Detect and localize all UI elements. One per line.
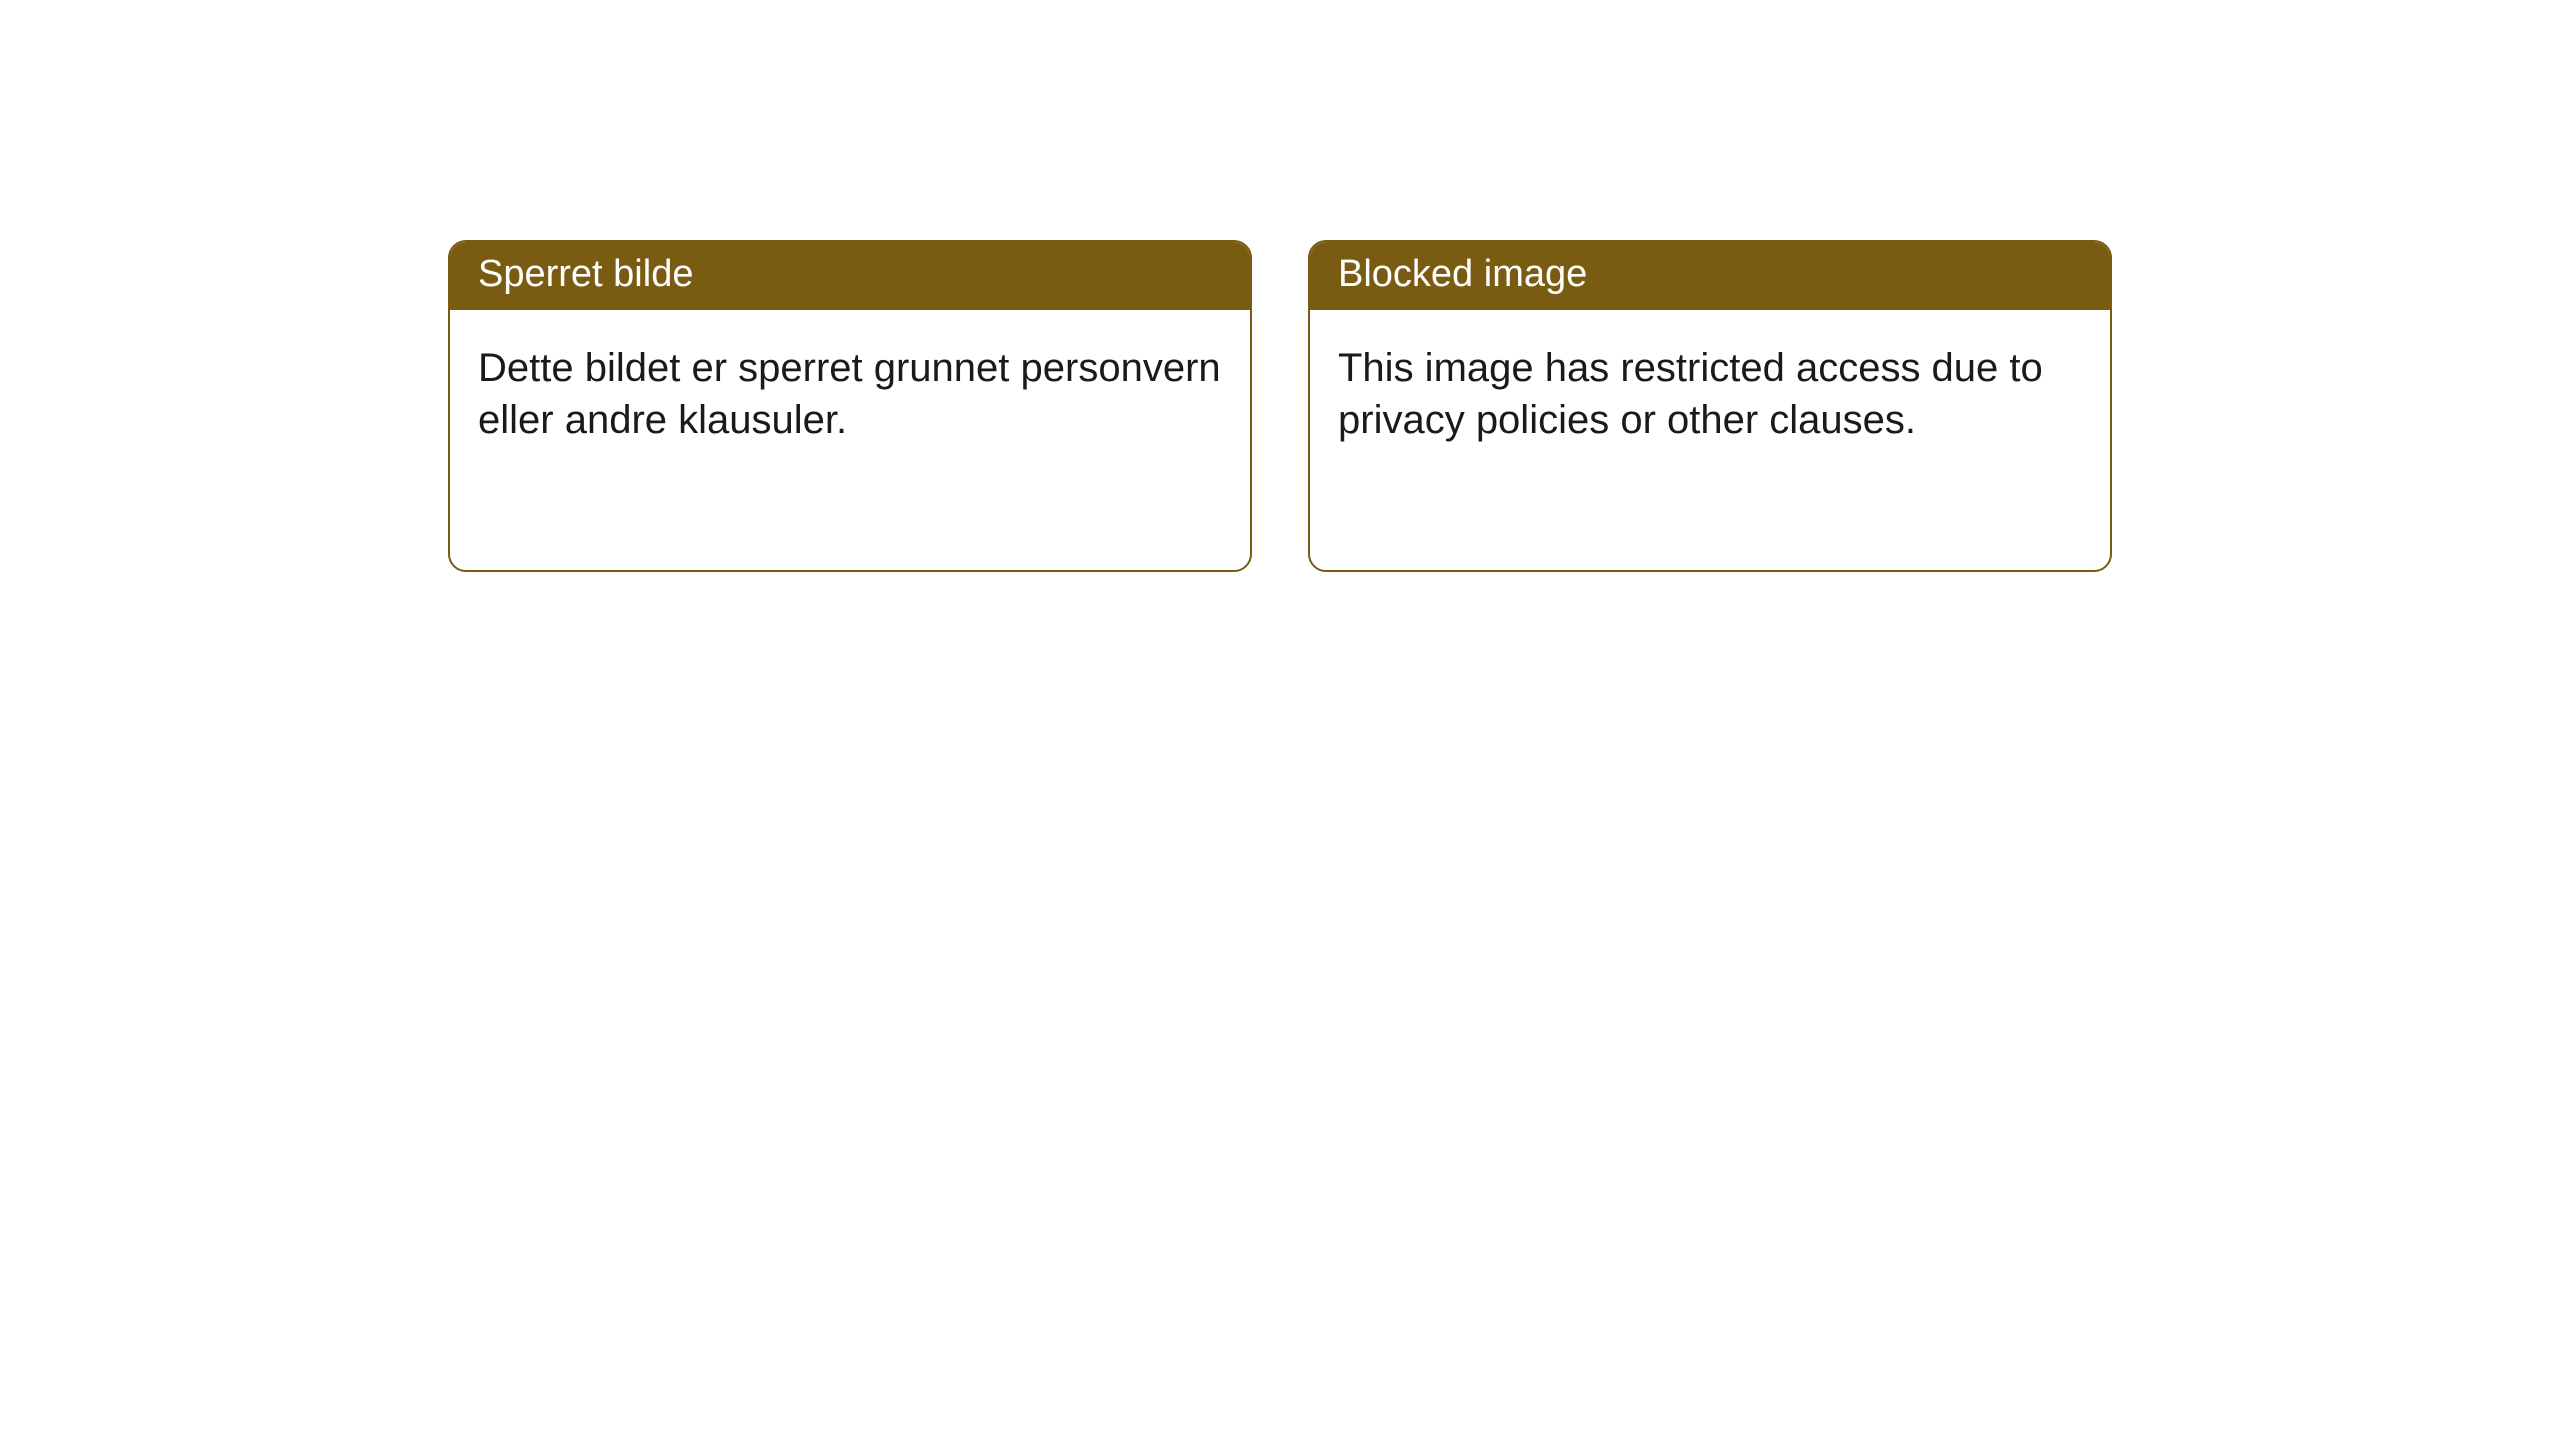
notice-body: Dette bildet er sperret grunnet personve… [450,310,1250,570]
notice-header: Blocked image [1310,242,2110,310]
notice-container: Sperret bilde Dette bildet er sperret gr… [0,0,2560,572]
notice-card-norwegian: Sperret bilde Dette bildet er sperret gr… [448,240,1252,572]
notice-body: This image has restricted access due to … [1310,310,2110,570]
notice-card-english: Blocked image This image has restricted … [1308,240,2112,572]
notice-header: Sperret bilde [450,242,1250,310]
